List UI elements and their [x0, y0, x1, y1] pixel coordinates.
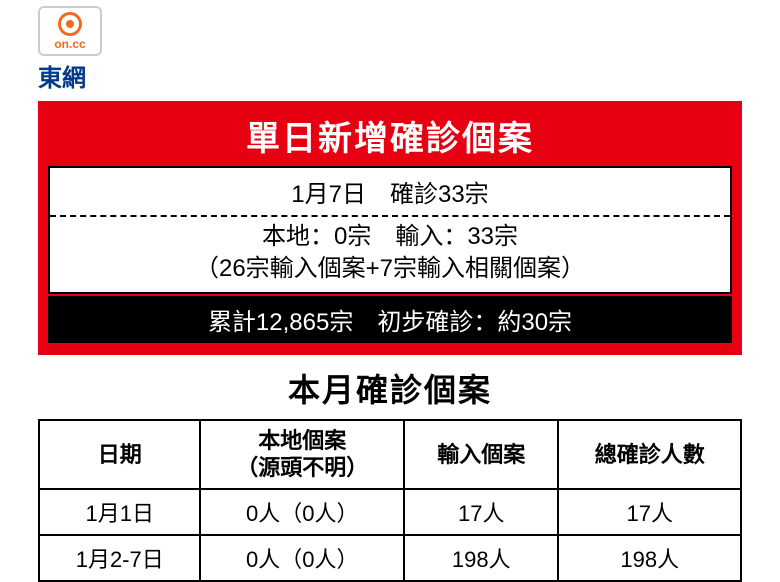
logo-text: on.cc — [54, 37, 85, 51]
cell-total: 198人 — [558, 535, 741, 581]
daily-title: 單日新增確診個案 — [48, 109, 732, 166]
table-header-row: 日期 本地個案 （源頭不明） 輸入個案 總確診人數 — [39, 420, 741, 489]
cell-total: 17人 — [558, 489, 741, 535]
monthly-title: 本月確診個案 — [0, 355, 780, 419]
daily-panel: 單日新增確診個案 1月7日 確診33宗 本地：0宗 輸入：33宗 （26宗輸入個… — [38, 101, 742, 355]
col-date: 日期 — [39, 420, 200, 489]
cell-imported: 198人 — [404, 535, 558, 581]
cell-date: 1月2-7日 — [39, 535, 200, 581]
col-imported: 輸入個案 — [404, 420, 558, 489]
cell-imported: 17人 — [404, 489, 558, 535]
table-row: 1月1日 0人（0人） 17人 17人 — [39, 489, 741, 535]
logo-dot-icon — [66, 20, 74, 28]
logo-box: on.cc — [38, 6, 102, 56]
brand-name: 東網 — [0, 58, 780, 101]
col-local-label: 本地個案 （源頭不明） — [236, 428, 368, 481]
daily-white-box: 1月7日 確診33宗 本地：0宗 輸入：33宗 （26宗輸入個案+7宗輸入相關個… — [48, 166, 732, 294]
monthly-table: 日期 本地個案 （源頭不明） 輸入個案 總確診人數 1月1日 0人（0人） 17… — [38, 419, 742, 582]
cell-local: 0人（0人） — [200, 489, 404, 535]
col-local: 本地個案 （源頭不明） — [200, 420, 404, 489]
cell-date: 1月1日 — [39, 489, 200, 535]
logo-circle-icon — [58, 12, 82, 36]
col-total: 總確診人數 — [558, 420, 741, 489]
daily-breakdown-box: 本地：0宗 輸入：33宗 （26宗輸入個案+7宗輸入相關個案） — [50, 217, 730, 292]
daily-date-line: 1月7日 確診33宗 — [50, 168, 730, 217]
daily-local-imported: 本地：0宗 輸入：33宗 — [50, 221, 730, 253]
daily-cumulative: 累計12,865宗 初步確診：約30宗 — [48, 296, 732, 343]
daily-breakdown: （26宗輸入個案+7宗輸入相關個案） — [50, 253, 730, 285]
table-row: 1月2-7日 0人（0人） 198人 198人 — [39, 535, 741, 581]
logo-area: on.cc — [0, 0, 780, 58]
cell-local: 0人（0人） — [200, 535, 404, 581]
